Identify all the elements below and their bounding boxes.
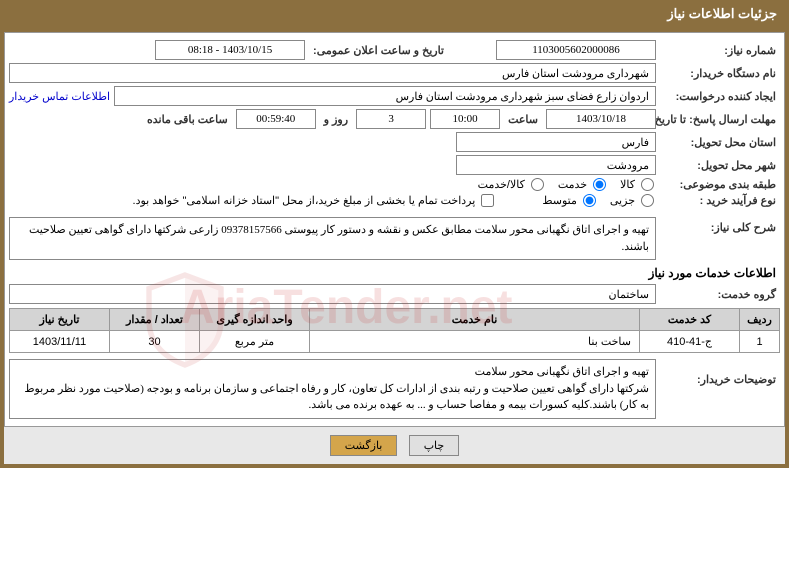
requester-label: ایجاد کننده درخواست: [660, 90, 780, 103]
deadline-date-field [546, 109, 656, 129]
city-field [456, 155, 656, 175]
buyer-org-field [9, 63, 656, 83]
page-header: جزئیات اطلاعات نیاز [0, 0, 789, 28]
desc-title-label: شرح کلی نیاز: [660, 217, 780, 234]
remaining-label: ساعت باقی مانده [143, 113, 232, 126]
cat-goods-label: کالا [620, 178, 635, 191]
service-group-field [9, 284, 656, 304]
announce-date-label: تاریخ و ساعت اعلان عمومی: [309, 44, 448, 57]
th-unit: واحد اندازه گیری [200, 309, 310, 331]
cell-name: ساخت بنا [310, 331, 640, 353]
services-section-title: اطلاعات خدمات مورد نیاز [13, 266, 776, 280]
province-field [456, 132, 656, 152]
deadline-time-field [430, 109, 500, 129]
proc-minor-label: جزیی [610, 194, 635, 207]
cell-qty: 30 [110, 331, 200, 353]
cat-service-label: خدمت [558, 178, 587, 191]
time-label: ساعت [504, 113, 542, 126]
city-label: شهر محل تحویل: [660, 159, 780, 172]
days-count-field [356, 109, 426, 129]
deadline-label: مهلت ارسال پاسخ: تا تاریخ: [660, 113, 780, 126]
buyer-org-label: نام دستگاه خریدار: [660, 67, 780, 80]
requester-field [114, 86, 656, 106]
remaining-time-field [236, 109, 316, 129]
cell-date: 1403/11/11 [10, 331, 110, 353]
cell-code: ج-41-410 [640, 331, 740, 353]
print-button[interactable]: چاپ [409, 435, 460, 456]
cat-service-radio[interactable] [593, 178, 606, 191]
cat-both-radio[interactable] [531, 178, 544, 191]
days-label: روز و [320, 113, 352, 126]
cat-goods-radio[interactable] [641, 178, 654, 191]
cell-row: 1 [740, 331, 780, 353]
page-title: جزئیات اطلاعات نیاز [667, 6, 777, 21]
main-panel: شماره نیاز: تاریخ و ساعت اعلان عمومی: نا… [4, 32, 785, 427]
service-group-label: گروه خدمت: [660, 288, 780, 301]
payment-note: پرداخت تمام یا بخشی از مبلغ خرید،از محل … [133, 194, 476, 207]
proc-minor-radio[interactable] [641, 194, 654, 207]
return-button[interactable]: بازگشت [330, 435, 398, 456]
desc-text: تهیه و اجرای اتاق نگهبانی محور سلامت مطا… [9, 217, 656, 260]
buyer-notes-label: توضیحات خریدار: [660, 359, 780, 386]
payment-checkbox[interactable] [481, 194, 494, 207]
need-number-label: شماره نیاز: [660, 44, 780, 57]
table-row: 1 ج-41-410 ساخت بنا متر مربع 30 1403/11/… [10, 331, 780, 353]
need-number-field [496, 40, 656, 60]
services-table: ردیف کد خدمت نام خدمت واحد اندازه گیری ت… [9, 308, 780, 353]
province-label: استان محل تحویل: [660, 136, 780, 149]
proc-medium-label: متوسط [542, 194, 577, 207]
th-qty: تعداد / مقدار [110, 309, 200, 331]
button-row: چاپ بازگشت [4, 427, 785, 464]
th-name: نام خدمت [310, 309, 640, 331]
process-label: نوع فرآیند خرید : [660, 194, 780, 207]
buyer-notes-text: تهیه و اجرای اتاق نگهبانی محور سلامت شرک… [9, 359, 656, 419]
proc-medium-radio[interactable] [583, 194, 596, 207]
th-row: ردیف [740, 309, 780, 331]
th-code: کد خدمت [640, 309, 740, 331]
cat-both-label: کالا/خدمت [478, 178, 525, 191]
cell-unit: متر مربع [200, 331, 310, 353]
announce-date-field [155, 40, 305, 60]
contact-link[interactable]: اطلاعات تماس خریدار [9, 90, 110, 103]
th-date: تاریخ نیاز [10, 309, 110, 331]
category-label: طبقه بندی موضوعی: [660, 178, 780, 191]
